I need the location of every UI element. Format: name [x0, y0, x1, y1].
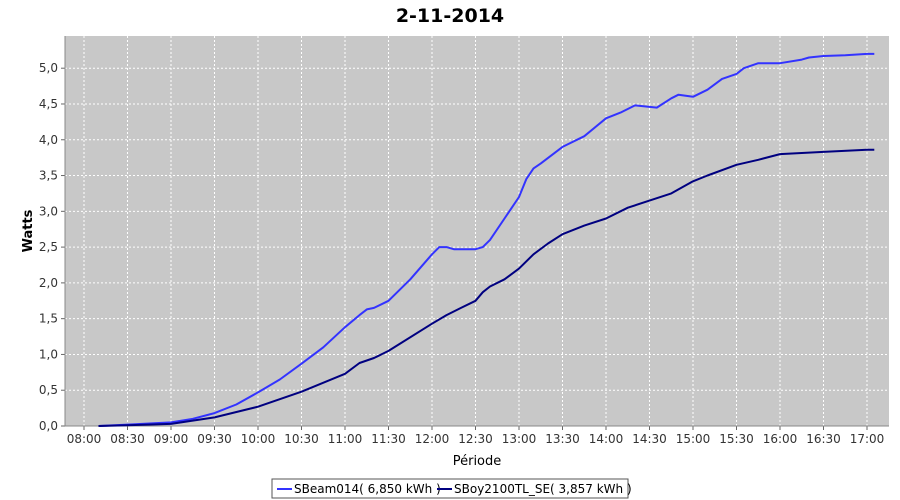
series-group	[98, 52, 875, 427]
legend-entry-0[interactable]: SBeam014( 6,850 kWh )	[294, 482, 441, 496]
y-tick-label: 4,0	[39, 133, 58, 147]
x-axis: 08:00 08:30 09:00 09:30 10:00 10:30 11:00 11:30…	[65, 425, 889, 446]
y-tick-label: 1,5	[39, 312, 58, 326]
y-axis: 0,0 0,5 1,0 1,5 2,0 2,5 3,0 3,5 4,0 4,5 5,0	[39, 36, 66, 433]
x-tick-label: 15:00	[676, 432, 711, 446]
x-tick-label: 08:00	[67, 432, 102, 446]
chart-title: 2-11-2014	[396, 5, 504, 27]
x-tick-label: 15:30	[719, 432, 754, 446]
legend[interactable]: SBeam014( 6,850 kWh ) SBoy2100TL_SE( 3,8…	[271, 478, 632, 499]
grid-lines	[65, 36, 889, 427]
x-tick-label: 09:30	[197, 432, 232, 446]
x-tick-label: 09:00	[154, 432, 189, 446]
y-tick-label: 2,0	[39, 276, 58, 290]
x-tick-label: 16:00	[763, 432, 798, 446]
y-tick-label: 0,5	[39, 383, 58, 397]
x-tick-label: 10:00	[241, 432, 276, 446]
x-tick-label: 16:30	[806, 432, 841, 446]
y-axis-label: Watts	[21, 209, 36, 252]
series-line-1	[98, 148, 875, 427]
y-tick-label: 3,0	[39, 204, 58, 218]
x-tick-label: 17:00	[850, 432, 885, 446]
series-line-0	[98, 52, 875, 427]
legend-entry-1[interactable]: SBoy2100TL_SE( 3,857 kWh )	[454, 482, 632, 496]
x-axis-label: Période	[453, 454, 502, 469]
y-tick-label: 0,0	[39, 419, 58, 433]
x-tick-label: 14:30	[632, 432, 667, 446]
x-tick-label: 11:00	[328, 432, 363, 446]
x-tick-label: 14:00	[589, 432, 624, 446]
y-tick-label: 4,5	[39, 97, 58, 111]
y-tick-label: 2,5	[39, 240, 58, 254]
x-tick-label: 08:30	[110, 432, 145, 446]
y-tick-label: 1,0	[39, 347, 58, 361]
y-tick-label: 5,0	[39, 61, 58, 75]
x-tick-label: 13:00	[502, 432, 537, 446]
x-tick-label: 13:30	[545, 432, 580, 446]
y-tick-label: 3,5	[39, 169, 58, 183]
x-tick-label: 12:30	[458, 432, 493, 446]
plot-area	[65, 36, 889, 426]
x-tick-label: 12:00	[415, 432, 450, 446]
x-tick-label: 10:30	[284, 432, 319, 446]
x-tick-label: 11:30	[371, 432, 406, 446]
